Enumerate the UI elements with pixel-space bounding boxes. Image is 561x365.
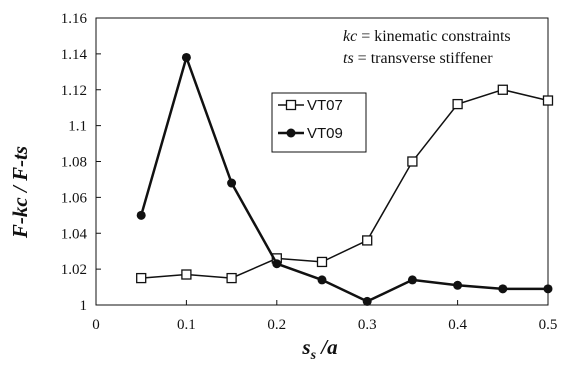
annotation-kc-abbr: kc — [343, 28, 357, 45]
y-tick-label: 1.04 — [61, 226, 88, 242]
data-point-vt09 — [543, 284, 553, 294]
legend: VT07 VT09 — [271, 92, 367, 153]
y-axis-label: F-kc / F-ts — [8, 146, 32, 239]
y-tick-label: 1.08 — [61, 155, 87, 171]
x-tick-label: 0.4 — [448, 317, 467, 333]
x-axis-label-main: s — [301, 335, 310, 359]
series-line-vt07 — [141, 88, 549, 279]
data-point-vt09 — [136, 210, 146, 220]
x-tick-label: 0.1 — [177, 317, 196, 333]
legend-item-vt09: VT09 — [278, 125, 343, 142]
data-point-vt09 — [498, 284, 508, 294]
data-point-vt09 — [272, 259, 282, 269]
series-vt07 — [136, 84, 554, 284]
x-axis-label-rest: /a — [316, 335, 338, 359]
annotation-kc: kc = kinematic constraints — [343, 28, 511, 45]
x-tick-label: 0.3 — [358, 317, 377, 333]
legend-marker-vt07 — [285, 99, 297, 111]
series — [136, 52, 554, 306]
y-tick-label: 1.06 — [61, 190, 88, 206]
legend-label-vt07: VT07 — [307, 97, 343, 114]
x-axis-label: ss /a — [301, 335, 337, 363]
legend-marker-vt09 — [286, 128, 296, 138]
data-point-vt09 — [362, 296, 372, 306]
legend-item-vt07: VT07 — [278, 97, 343, 114]
x-tick-label: 0 — [92, 317, 100, 333]
data-point-vt09 — [317, 275, 327, 285]
data-point-vt07 — [226, 272, 237, 284]
x-tick-label: 0.5 — [539, 317, 558, 333]
x-axis-label-sub: s — [310, 348, 317, 363]
annotation-ts-text: = transverse stiffener — [354, 50, 494, 67]
x-tick-label: 0.2 — [267, 317, 286, 333]
data-point-vt09 — [453, 280, 463, 290]
data-point-vt09 — [181, 52, 191, 62]
series-line-vt09 — [139, 53, 548, 303]
data-point-vt07 — [452, 98, 463, 110]
y-tick-label: 1 — [80, 298, 88, 314]
data-point-vt07 — [181, 269, 192, 280]
annotation-ts: ts = transverse stiffener — [343, 50, 493, 67]
data-point-vt07 — [407, 156, 418, 167]
y-tick-label: 1.16 — [61, 11, 88, 27]
data-point-vt07 — [497, 84, 508, 95]
series-vt09 — [136, 52, 553, 306]
y-tick-label: 1.12 — [61, 83, 87, 99]
legend-label-vt09: VT09 — [307, 125, 343, 142]
annotation-ts-abbr: ts — [343, 50, 354, 67]
y-ticks: 1 1.02 1.04 1.06 1.08 1.1 1.12 1.14 1.16 — [61, 11, 101, 314]
y-tick-label: 1.02 — [61, 262, 87, 278]
annotation-kc-text: = kinematic constraints — [357, 28, 510, 45]
data-point-vt07 — [316, 256, 328, 268]
x-ticks: 0 0.1 0.2 0.3 0.4 0.5 — [92, 300, 557, 333]
data-point-vt09 — [407, 275, 417, 285]
data-point-vt07 — [362, 235, 373, 246]
data-point-vt09 — [227, 178, 237, 188]
data-point-vt07 — [542, 95, 554, 106]
y-tick-label: 1.14 — [61, 47, 88, 63]
y-tick-label: 1.1 — [68, 119, 87, 135]
data-point-vt07 — [136, 272, 147, 284]
